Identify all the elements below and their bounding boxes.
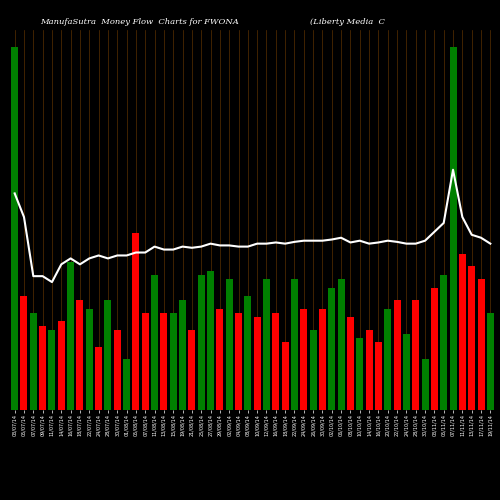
Bar — [338, 279, 344, 410]
Bar — [291, 279, 298, 410]
Bar — [198, 275, 204, 410]
Bar — [412, 300, 419, 410]
Bar — [366, 330, 372, 410]
Bar — [11, 47, 18, 410]
Bar — [244, 296, 252, 410]
Bar — [67, 262, 74, 410]
Text: (Liberty Media  C: (Liberty Media C — [310, 18, 385, 25]
Bar — [179, 300, 186, 410]
Bar — [142, 313, 148, 410]
Bar — [114, 330, 121, 410]
Bar — [319, 308, 326, 410]
Bar — [58, 322, 65, 410]
Bar — [282, 342, 288, 410]
Bar — [431, 288, 438, 410]
Bar — [440, 275, 447, 410]
Bar — [151, 275, 158, 410]
Bar — [487, 313, 494, 410]
Bar — [310, 330, 316, 410]
Bar — [263, 279, 270, 410]
Bar — [123, 360, 130, 410]
Bar — [394, 300, 400, 410]
Bar — [356, 338, 364, 410]
Bar — [375, 342, 382, 410]
Bar — [235, 313, 242, 410]
Bar — [272, 313, 280, 410]
Bar — [328, 288, 336, 410]
Bar — [207, 270, 214, 410]
Bar — [104, 300, 112, 410]
Bar — [160, 313, 168, 410]
Bar — [188, 330, 196, 410]
Bar — [300, 308, 308, 410]
Bar — [86, 308, 93, 410]
Bar — [347, 317, 354, 410]
Bar — [170, 313, 176, 410]
Bar — [39, 326, 46, 410]
Bar — [226, 279, 232, 410]
Bar — [95, 346, 102, 410]
Bar — [403, 334, 410, 410]
Bar — [468, 266, 475, 410]
Bar — [450, 47, 456, 410]
Bar — [20, 296, 28, 410]
Bar — [132, 232, 140, 410]
Bar — [48, 330, 56, 410]
Bar — [422, 360, 428, 410]
Bar — [76, 300, 84, 410]
Bar — [459, 254, 466, 410]
Bar — [216, 308, 224, 410]
Text: ManufaSutra  Money Flow  Charts for FWONA: ManufaSutra Money Flow Charts for FWONA — [40, 18, 239, 25]
Bar — [478, 279, 484, 410]
Bar — [384, 308, 391, 410]
Bar — [30, 313, 37, 410]
Bar — [254, 317, 260, 410]
